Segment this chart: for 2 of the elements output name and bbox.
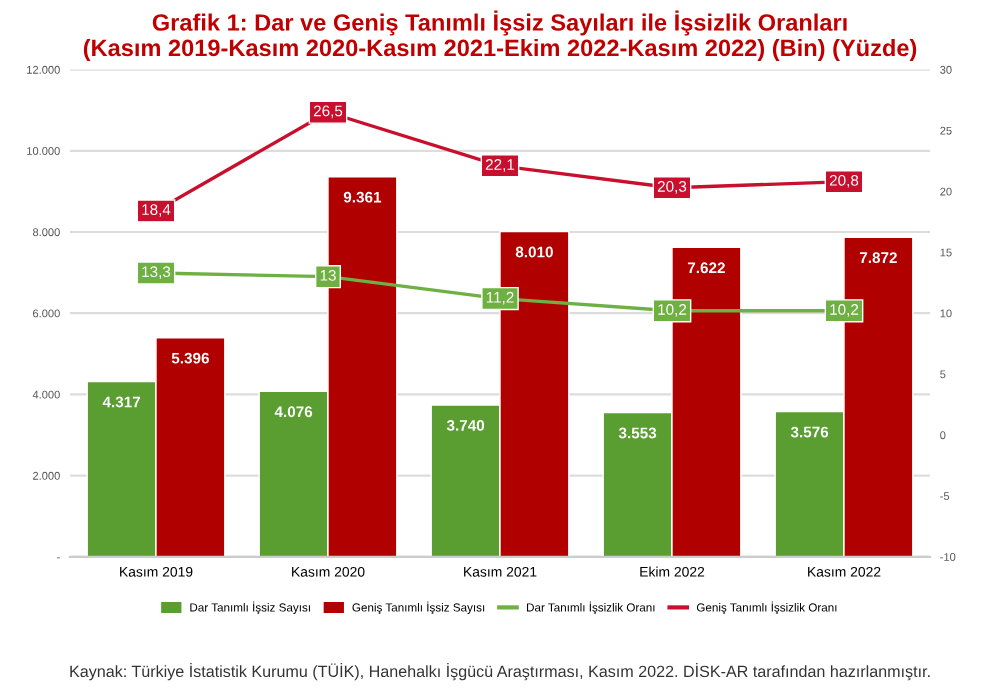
text: Kaynak: Türkiye İstatistik Kurumu (TÜİK), Hanehalkı İşgücü Araştırması, Kasım 2022. DİSK-AR tarafından hazırlanmıştır. <box>70 662 930 681</box>
chart-title: Grafik 1: Dar ve Geniş Tanımlı İşsiz Sayıları ile İşsizlik Oranları (Kasım 2019-Kasım 2020-Kasım 2021-Ekim 2022-Kasım 2022) (Bin) (Yüzde) <box>83 10 917 61</box>
